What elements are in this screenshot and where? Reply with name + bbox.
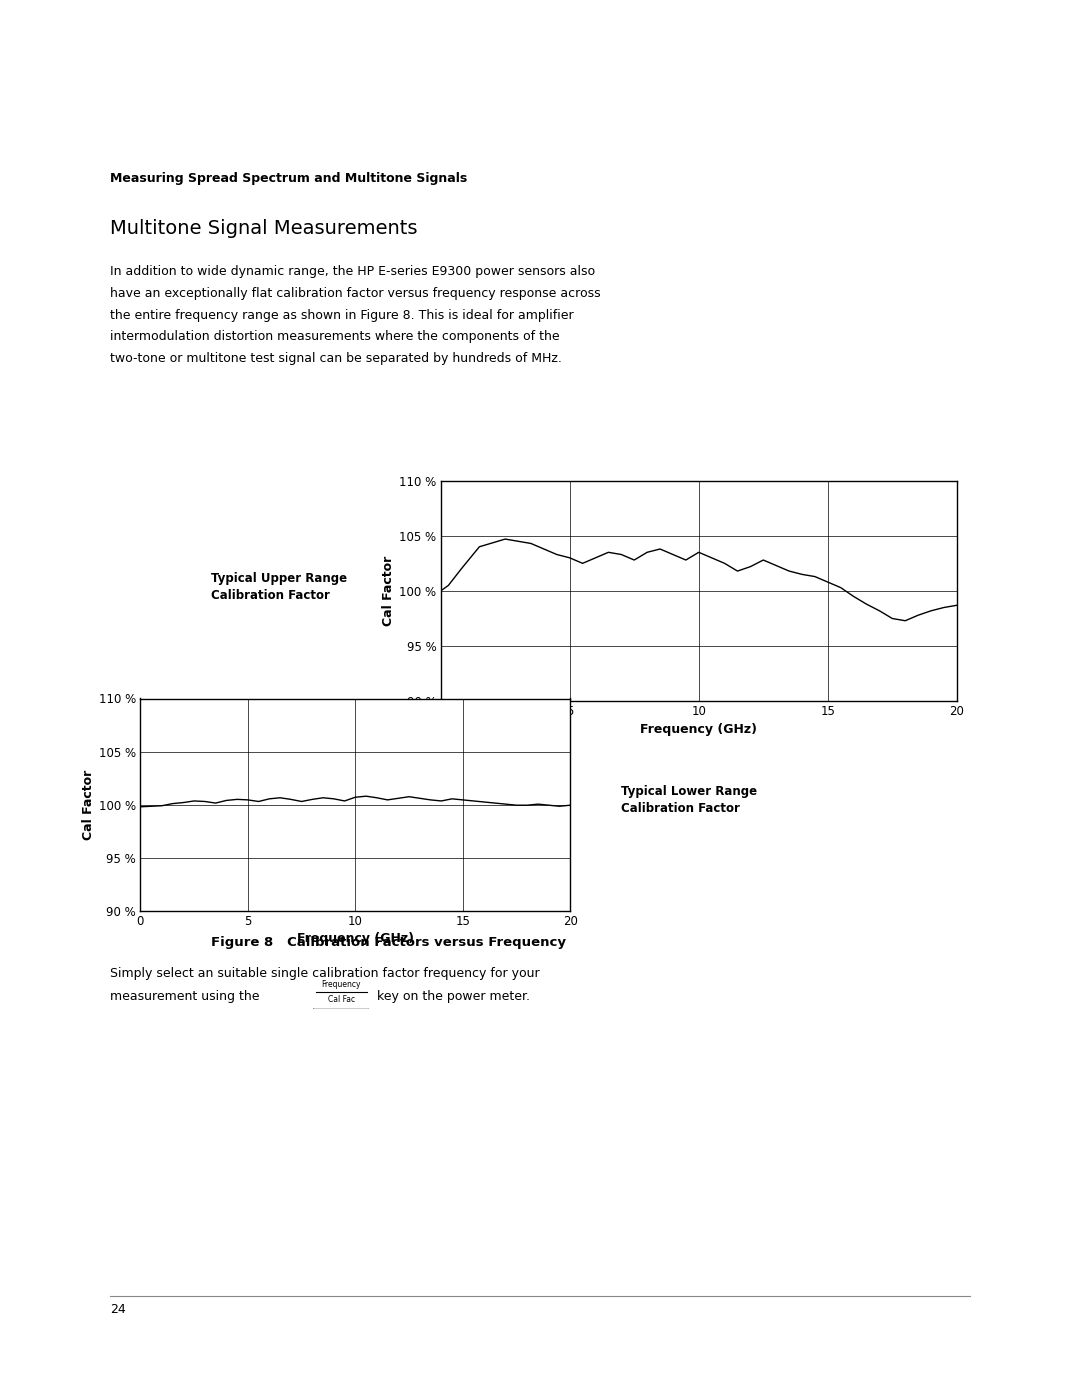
Text: measurement using the: measurement using the <box>110 990 264 1003</box>
X-axis label: Frequency (GHz): Frequency (GHz) <box>297 932 414 946</box>
Text: Figure 8   Calibration Factors versus Frequency: Figure 8 Calibration Factors versus Freq… <box>212 936 566 949</box>
Text: Cal Fac: Cal Fac <box>327 995 355 1004</box>
Text: the entire frequency range as shown in Figure 8. This is ideal for amplifier: the entire frequency range as shown in F… <box>110 309 573 321</box>
Text: Multitone Signal Measurements: Multitone Signal Measurements <box>110 219 418 239</box>
Y-axis label: Cal Factor: Cal Factor <box>382 556 395 626</box>
Text: Typical Upper Range
Calibration Factor: Typical Upper Range Calibration Factor <box>211 571 347 602</box>
X-axis label: Frequency (GHz): Frequency (GHz) <box>640 722 757 736</box>
Text: Frequency: Frequency <box>322 979 361 989</box>
FancyBboxPatch shape <box>311 974 372 1010</box>
Text: have an exceptionally flat calibration factor versus frequency response across: have an exceptionally flat calibration f… <box>110 288 600 300</box>
Text: Typical Lower Range
Calibration Factor: Typical Lower Range Calibration Factor <box>621 785 757 816</box>
Y-axis label: Cal Factor: Cal Factor <box>82 770 95 840</box>
Text: In addition to wide dynamic range, the HP E-series E9300 power sensors also: In addition to wide dynamic range, the H… <box>110 265 595 278</box>
Text: Measuring Spread Spectrum and Multitone Signals: Measuring Spread Spectrum and Multitone … <box>110 172 468 184</box>
Text: intermodulation distortion measurements where the components of the: intermodulation distortion measurements … <box>110 331 559 344</box>
Text: 24: 24 <box>110 1303 126 1316</box>
Text: key on the power meter.: key on the power meter. <box>373 990 529 1003</box>
Text: two-tone or multitone test signal can be separated by hundreds of MHz.: two-tone or multitone test signal can be… <box>110 352 562 365</box>
Text: Simply select an suitable single calibration factor frequency for your: Simply select an suitable single calibra… <box>110 967 540 979</box>
